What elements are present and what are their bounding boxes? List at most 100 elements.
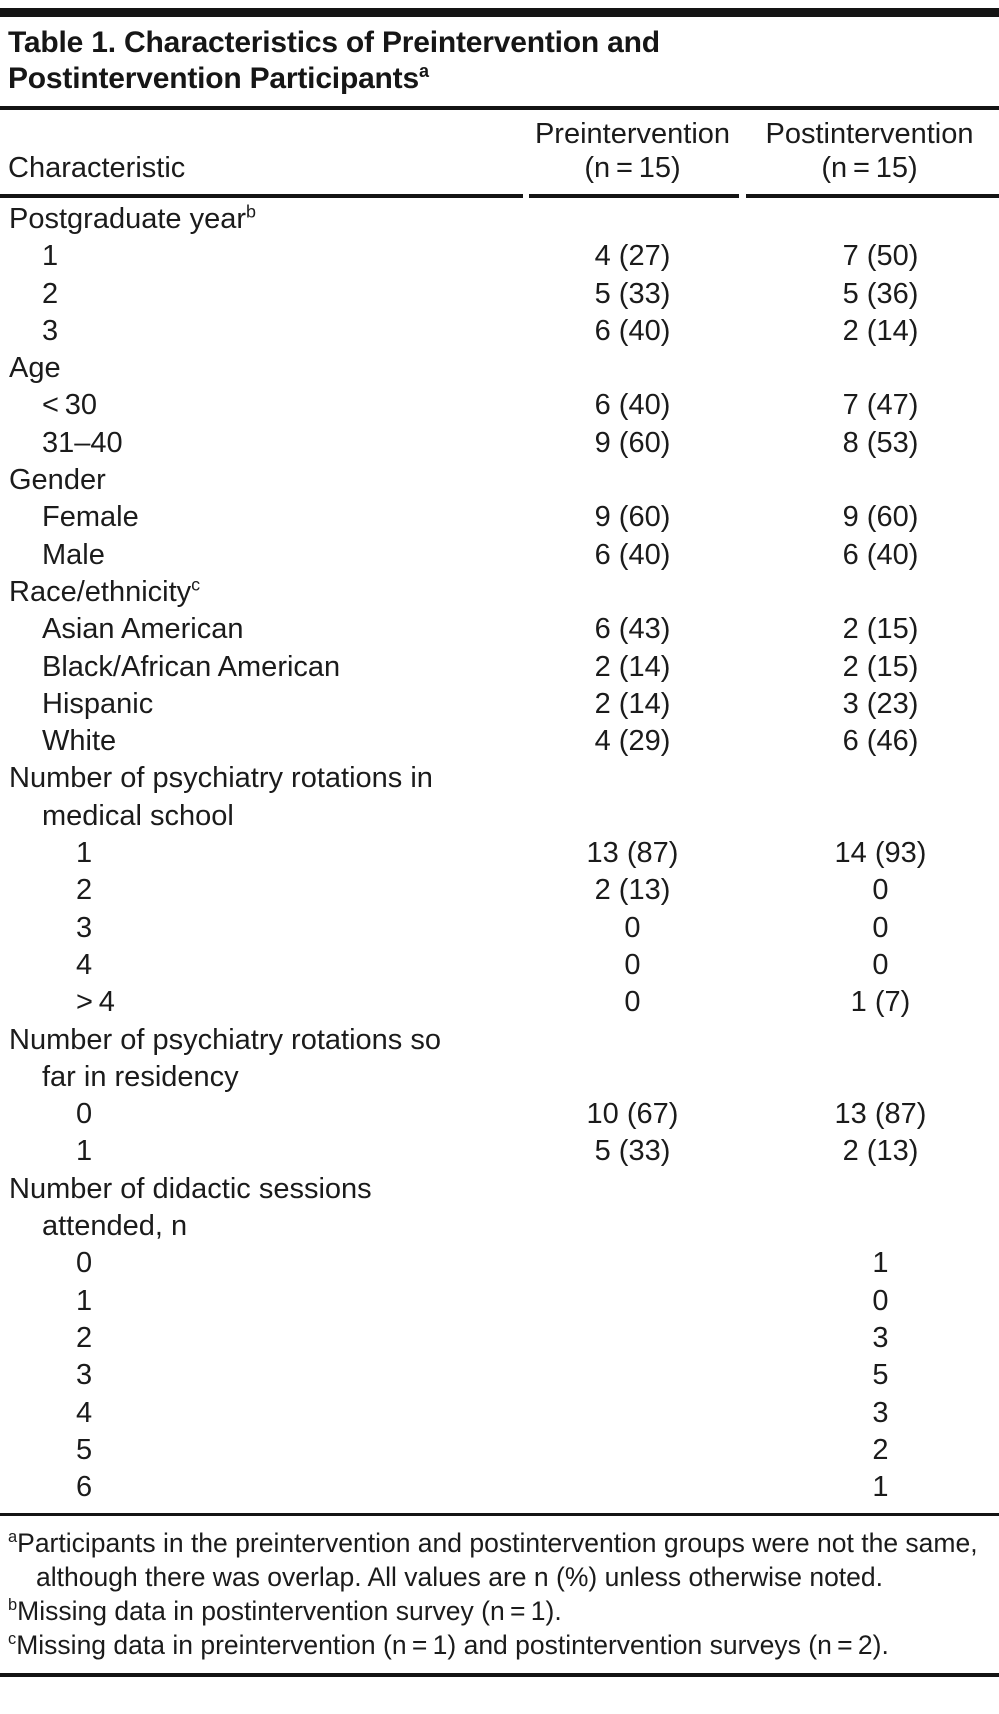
row-label: 2 [76,874,93,907]
row-label: 1 [42,240,59,273]
preintervention-value [525,1395,740,1432]
table-title: Table 1. Characteristics of Preintervent… [8,25,798,97]
postintervention-value [740,760,999,797]
title-footnote-marker: a [418,61,429,81]
column-header-row: Characteristic Preintervention (n = 15) … [0,110,999,194]
row-label: 2 [76,1321,93,1354]
table-top-rule [0,8,999,17]
postintervention-value: 3 [872,1396,889,1429]
row-label: Male [42,538,105,571]
postintervention-value: 8 (53) [842,426,919,459]
postintervention-value: 14 (93) [834,837,927,870]
table-row: 1 13 (87) 14 (93) [0,835,999,872]
postintervention-value [740,1022,999,1059]
row-label: attended, n [42,1210,188,1243]
postintervention-value: 1 [872,1247,889,1280]
preintervention-value: 0 [624,948,641,981]
preintervention-value: 13 (87) [586,837,679,870]
row-label: Hispanic [42,687,154,720]
row-label: 3 [76,1359,93,1392]
postintervention-value: 2 (13) [842,1135,919,1168]
row-label: 3 [42,314,59,347]
footnote: cMissing data in preintervention (n = 1)… [8,1630,889,1661]
row-label: 4 [76,1396,93,1429]
col-header-postintervention: Postintervention (n = 15) [740,117,999,185]
preintervention-value: 0 [624,911,641,944]
preintervention-value [525,201,740,238]
footnote-marker: c [8,1630,17,1649]
preintervention-value: 2 (14) [594,650,671,683]
table-row: Black/African American 2 (14) 2 (15) [0,649,999,686]
table-row: Female 9 (60) 9 (60) [0,499,999,536]
postintervention-value: 2 [872,1433,889,1466]
footnote: bMissing data in postintervention survey… [8,1596,562,1627]
row-label: Asian American [42,613,244,646]
row-label: medical school [42,799,234,832]
preintervention-value: 9 (60) [594,501,671,534]
preintervention-value: 4 (27) [594,240,671,273]
row-label: Number of psychiatry rotations in [9,762,433,795]
table-row: Male 6 (40) 6 (40) [0,537,999,574]
table-row: 3 6 (40) 2 (14) [0,313,999,350]
footnote-rule [0,1513,999,1517]
preintervention-value: 5 (33) [594,1135,671,1168]
preintervention-value [525,462,740,499]
table-row: < 30 6 (40) 7 (47) [0,387,999,424]
footnote-marker: a [8,1528,18,1547]
section-row: Number of psychiatry rotations in [0,760,999,797]
preintervention-value: 10 (67) [586,1098,679,1131]
postintervention-value: 13 (87) [834,1098,927,1131]
table-row: 31–40 9 (60) 8 (53) [0,425,999,462]
preintervention-value: 6 (43) [594,613,671,646]
postintervention-value: 7 (50) [842,240,919,273]
header-rule [0,194,999,198]
postintervention-value: 0 [872,948,889,981]
col-header-characteristic: Characteristic [8,152,186,184]
preintervention-value [525,798,740,835]
row-label: 3 [76,911,93,944]
table-row: 1 4 (27) 7 (50) [0,238,999,275]
table-row: > 4 0 1 (7) [0,984,999,1021]
row-label: 4 [76,948,93,981]
footnote-marker: c [191,574,201,595]
preintervention-value [525,760,740,797]
preintervention-value [525,1357,740,1394]
preintervention-value [525,1320,740,1357]
row-label: < 30 [42,389,97,422]
row-label: > 4 [76,986,115,1019]
section-row: Postgraduate yearb [0,201,999,238]
section-row: Number of didactic sessions [0,1171,999,1208]
col-header-preintervention-n: (n = 15) [584,152,681,184]
table-row: Hispanic 2 (14) 3 (23) [0,686,999,723]
preintervention-value [525,1283,740,1320]
section-row: Age [0,350,999,387]
col-header-preintervention: Preintervention (n = 15) [525,117,740,185]
preintervention-value: 0 [624,986,641,1019]
postintervention-value: 6 (46) [842,725,919,758]
postintervention-value: 0 [872,1284,889,1317]
row-label: 5 [76,1433,93,1466]
preintervention-value [525,1171,740,1208]
row-label: 1 [76,1135,93,1168]
title-rule [0,106,999,110]
table-row: Asian American 6 (43) 2 (15) [0,611,999,648]
preintervention-value: 6 (40) [594,538,671,571]
table-row: White 4 (29) 6 (46) [0,723,999,760]
row-label: Race/ethnicityc [9,574,201,608]
postintervention-value [740,350,999,387]
table-bottom-rule [0,1673,999,1678]
col-header-postintervention-label: Postintervention [765,118,974,150]
row-label: Black/African American [42,650,341,683]
row-label: 2 [42,277,59,310]
row-label: White [42,725,117,758]
postintervention-value [740,1171,999,1208]
postintervention-value: 2 (14) [842,314,919,347]
postintervention-value [740,1059,999,1096]
postintervention-value: 5 [872,1359,889,1392]
preintervention-value [525,1469,740,1506]
table-row: 3 0 0 [0,910,999,947]
row-label: Female [42,501,139,534]
